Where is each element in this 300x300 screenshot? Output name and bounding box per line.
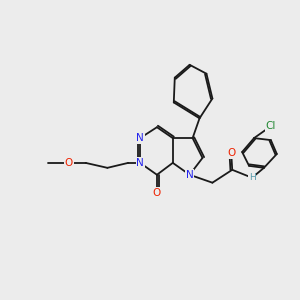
Text: N: N — [136, 133, 144, 143]
Text: N: N — [136, 158, 144, 168]
Text: O: O — [153, 188, 161, 198]
Text: N: N — [186, 170, 194, 180]
Text: H: H — [249, 173, 255, 182]
Text: O: O — [227, 148, 236, 158]
Text: Cl: Cl — [266, 121, 276, 131]
Text: O: O — [64, 158, 73, 168]
